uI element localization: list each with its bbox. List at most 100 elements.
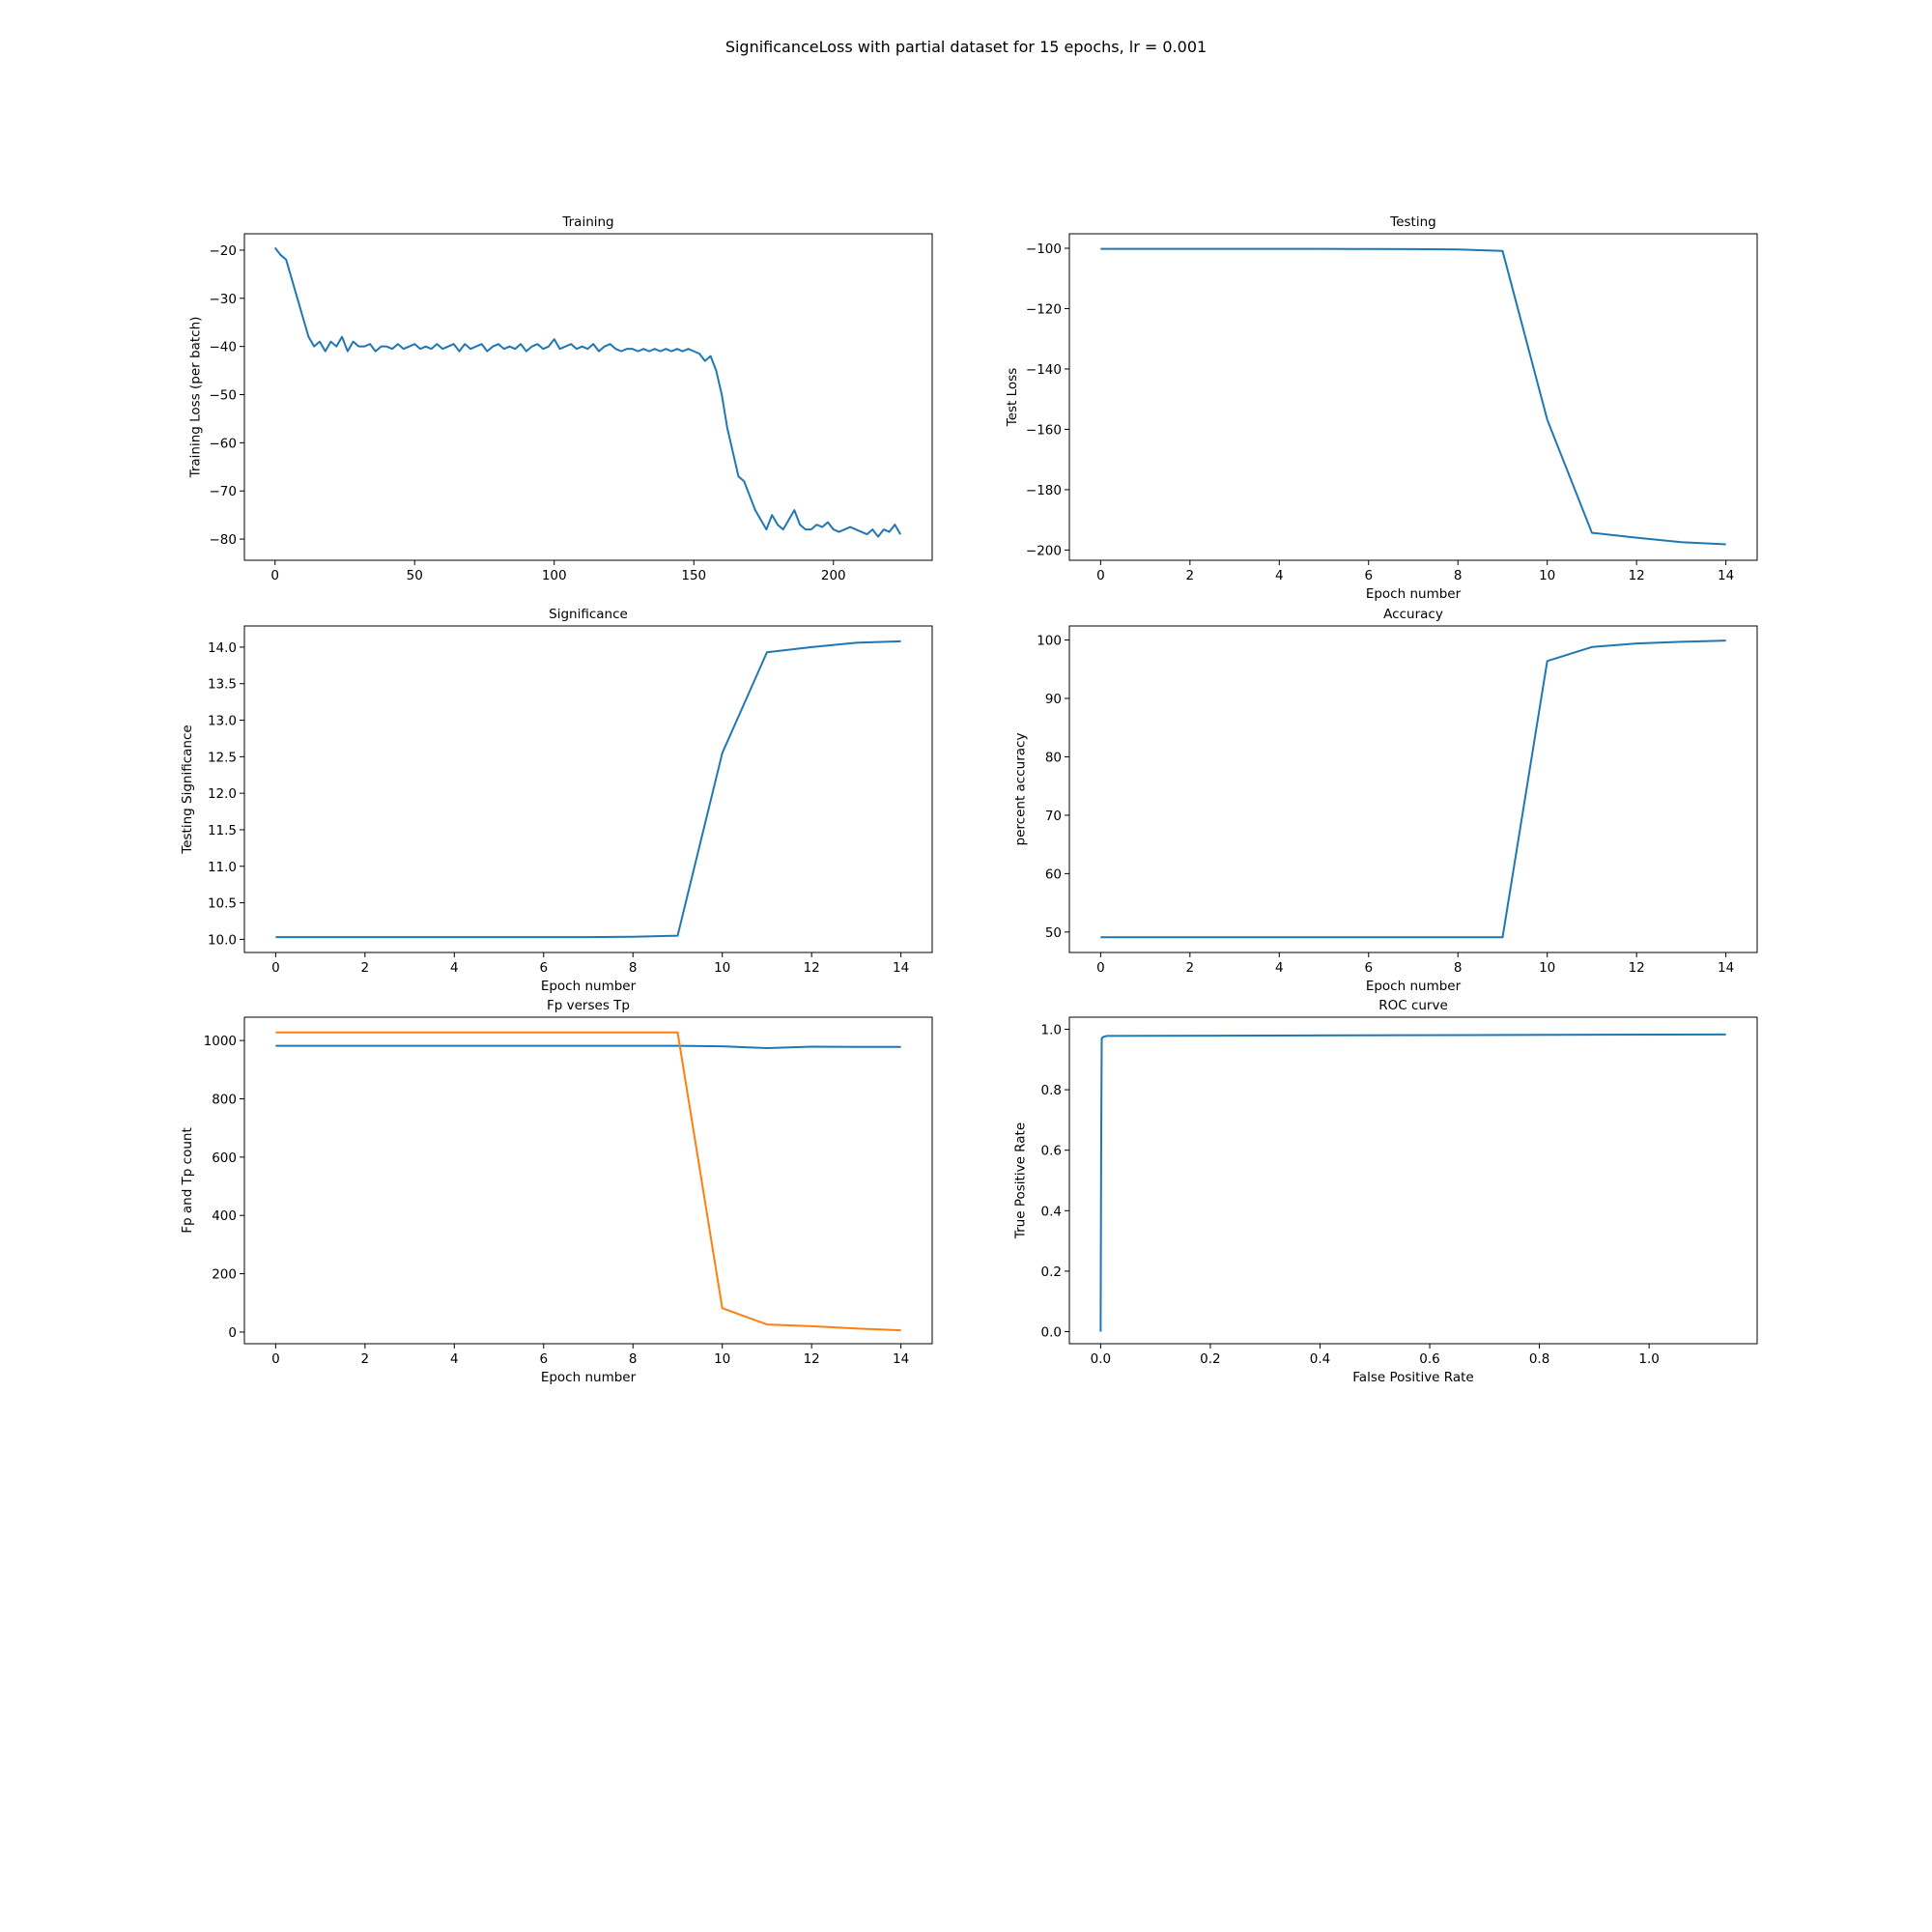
- x-axis-label: False Positive Rate: [1352, 1370, 1473, 1385]
- y-tick-label: −60: [210, 436, 238, 451]
- y-tick-label: 60: [1045, 867, 1062, 882]
- axes-frame-testing: [1068, 233, 1758, 561]
- x-tick-label: 10: [714, 960, 730, 976]
- y-tick-label: −80: [210, 532, 238, 548]
- x-tick-label: 12: [804, 960, 820, 976]
- x-tick-label: 6: [539, 960, 548, 976]
- x-tick-label: 4: [1275, 960, 1284, 976]
- x-axis-label: Epoch number: [1366, 979, 1462, 994]
- x-tick-label: 1.0: [1638, 1351, 1659, 1367]
- y-tick-label: −200: [1026, 543, 1062, 558]
- series-line-fp_tp-1: [275, 1044, 901, 1049]
- subplot-training: 0 50 100 150 200 −80 −70 −60 −50 −40 −30 −20 Trainin…: [187, 214, 933, 583]
- subplot-significance: 0 2 4 6 8 10 12 14 10.0 10.5 11.0 11.5 12.0 12.5 13.0 1…: [180, 607, 933, 994]
- x-tick-label: 8: [1454, 960, 1463, 976]
- x-tick-label: 6: [1364, 960, 1373, 976]
- y-tick-label: 13.5: [208, 677, 237, 693]
- x-tick-label: 4: [1275, 568, 1284, 583]
- x-tick-label: 0: [1096, 960, 1105, 976]
- y-tick-label: −50: [210, 388, 238, 404]
- y-tick-label: 1000: [204, 1034, 237, 1049]
- x-axis-label: Epoch number: [541, 979, 637, 994]
- x-tick-label: 0.0: [1091, 1351, 1111, 1367]
- y-tick-label: −140: [1026, 362, 1062, 378]
- axes-frame-accuracy: [1068, 625, 1758, 953]
- axes-frame-significance: [243, 625, 933, 953]
- figure-suptitle: SignificanceLoss with partial dataset fo…: [725, 38, 1207, 56]
- y-tick-label: −30: [210, 292, 238, 307]
- y-tick-label: 14.0: [208, 640, 237, 656]
- x-tick-label: 14: [893, 960, 909, 976]
- x-tick-label: 12: [804, 1351, 820, 1367]
- x-tick-label: 0: [1096, 568, 1105, 583]
- x-tick-label: 6: [1364, 568, 1373, 583]
- axes-frame-fp_tp: [243, 1016, 933, 1345]
- axes-frame-roc: [1068, 1016, 1758, 1345]
- y-axis-label: Training Loss (per batch): [187, 317, 203, 479]
- y-tick-label: 11.5: [208, 823, 237, 838]
- x-tick-label: 14: [1718, 568, 1734, 583]
- x-tick-label: 0.4: [1310, 1351, 1330, 1367]
- subplot-title: Fp verses Tp: [547, 998, 630, 1013]
- subplot-fp_tp: 0 2 4 6 8 10 12 14 0 200 400 600 800 1000 Fp verses Tp…: [180, 998, 933, 1385]
- y-tick-label: 12.0: [208, 786, 237, 802]
- x-tick-label: 8: [629, 1351, 638, 1367]
- x-tick-label: 2: [361, 960, 370, 976]
- subplot-title: ROC curve: [1378, 998, 1448, 1013]
- y-tick-label: 50: [1045, 925, 1062, 941]
- x-tick-label: 14: [1718, 960, 1734, 976]
- y-tick-label: 0: [228, 1325, 237, 1341]
- x-tick-label: 8: [629, 960, 638, 976]
- series-line-significance-1: [275, 639, 901, 939]
- x-tick-label: 4: [450, 1351, 459, 1367]
- y-tick-label: −120: [1026, 301, 1062, 317]
- x-tick-label: 2: [1186, 960, 1195, 976]
- y-tick-label: 90: [1045, 692, 1062, 707]
- y-tick-label: 200: [212, 1267, 237, 1283]
- x-tick-label: 0.2: [1200, 1351, 1220, 1367]
- x-tick-label: 12: [1629, 960, 1645, 976]
- x-tick-label: 14: [893, 1351, 909, 1367]
- y-tick-label: 11.0: [208, 860, 237, 875]
- x-tick-label: 2: [361, 1351, 370, 1367]
- x-tick-label: 2: [1186, 568, 1195, 583]
- x-axis-label: Epoch number: [1366, 586, 1462, 602]
- series-line-fp_tp-2: [275, 1031, 901, 1332]
- y-axis-label: percent accuracy: [1012, 733, 1028, 846]
- x-tick-label: 150: [681, 568, 706, 583]
- x-tick-label: 8: [1454, 568, 1463, 583]
- y-tick-label: 0.2: [1041, 1264, 1062, 1280]
- x-tick-label: 10: [1539, 960, 1555, 976]
- y-tick-label: 10.0: [208, 932, 237, 948]
- series-line-accuracy-1: [1100, 639, 1726, 939]
- x-tick-label: 0: [271, 1351, 280, 1367]
- y-tick-label: −40: [210, 340, 238, 355]
- y-tick-label: 10.5: [208, 896, 237, 912]
- y-tick-label: −100: [1026, 242, 1062, 257]
- y-tick-label: 0.6: [1041, 1144, 1062, 1159]
- x-tick-label: 100: [542, 568, 567, 583]
- y-tick-label: 0.8: [1041, 1083, 1062, 1098]
- y-tick-label: −160: [1026, 422, 1062, 438]
- subplot-title: Significance: [549, 607, 628, 622]
- subplot-title: Training: [561, 214, 613, 230]
- x-tick-label: 12: [1629, 568, 1645, 583]
- y-tick-label: 400: [212, 1208, 237, 1224]
- subplot-title: Testing: [1389, 214, 1435, 230]
- subplot-roc: 0.0 0.2 0.4 0.6 0.8 1.0 0.0 0.2 0.4 0.6 0.8 1.0 ROC …: [1012, 998, 1758, 1385]
- y-tick-label: 1.0: [1041, 1023, 1062, 1038]
- y-tick-label: 0.0: [1041, 1324, 1062, 1340]
- series-line-roc-1: [1099, 1033, 1726, 1332]
- subplots-container: 0 50 100 150 200−80−70−60−50−40−30−20Trainin…: [180, 214, 1758, 1385]
- x-tick-label: 6: [539, 1351, 548, 1367]
- y-tick-label: −70: [210, 484, 238, 499]
- series-line-testing-1: [1100, 247, 1726, 546]
- subplot-testing: 0 2 4 6 8 10 12 14 −200 −180 −160 −140 −120 −100 Testi…: [1005, 214, 1758, 602]
- y-tick-label: 0.4: [1041, 1204, 1062, 1219]
- y-tick-label: 80: [1045, 750, 1062, 765]
- subplot-title: Accuracy: [1383, 607, 1443, 622]
- series-line-training-1: [273, 246, 902, 538]
- x-tick-label: 50: [407, 568, 423, 583]
